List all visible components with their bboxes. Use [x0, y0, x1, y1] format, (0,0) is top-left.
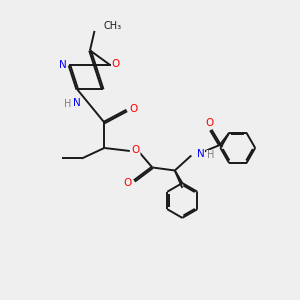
Text: H: H — [64, 100, 71, 110]
Text: O: O — [205, 118, 213, 128]
Text: N: N — [197, 149, 205, 159]
Text: H: H — [207, 151, 214, 160]
Text: N: N — [59, 60, 67, 70]
Text: O: O — [132, 146, 140, 155]
Text: N: N — [73, 98, 80, 108]
Text: O: O — [112, 59, 120, 69]
Text: O: O — [124, 178, 132, 188]
Text: O: O — [129, 104, 137, 114]
Text: CH₃: CH₃ — [103, 21, 122, 32]
